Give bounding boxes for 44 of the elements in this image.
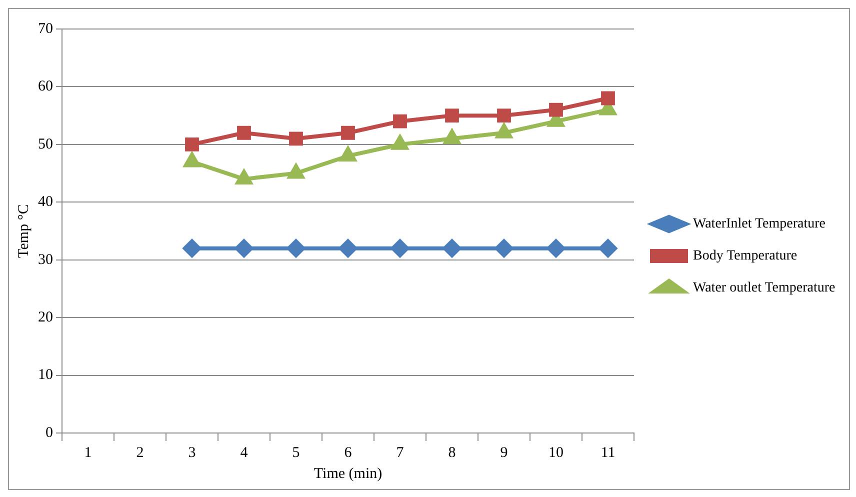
y-tick-label: 0 [46,424,53,441]
point [287,239,305,258]
point [391,239,409,258]
point [393,114,407,128]
point [549,102,563,117]
x-tick-label: 10 [548,444,564,461]
point [237,126,251,140]
point [185,137,199,152]
point [183,239,201,258]
x-tick-label: 11 [600,444,616,461]
x-tick-label: 2 [136,444,144,461]
y-tick-label: 40 [38,194,53,210]
point [599,239,617,258]
legend-label: Body Temperature [693,248,798,264]
y-axis-title: Temp °C [16,204,32,258]
x-axis-title: Time (min) [314,466,382,482]
x-tick-label: 1 [84,444,92,461]
x-tick-label: 6 [344,444,352,461]
x-tick-label: 7 [396,444,404,461]
y-tick-label: 30 [38,252,53,268]
x-tick-label: 8 [448,444,456,461]
point [497,108,511,123]
y-tick-label: 10 [38,367,53,384]
point [495,239,513,258]
point [547,239,565,258]
x-tick-label: 4 [240,444,248,461]
y-tick-label: 20 [38,310,53,326]
y-tick-label: 70 [38,20,53,37]
point [341,126,355,140]
legend-label: WaterInlet Temperature [693,216,826,232]
x-tick-label: 3 [188,444,196,461]
point [601,91,615,106]
point [235,239,253,258]
point [339,239,357,258]
point [443,239,461,258]
x-tick-label: 9 [500,444,508,461]
legend-label: Water outlet Temperature [693,280,836,296]
point [444,130,460,144]
y-tick-label: 60 [38,78,53,95]
point [236,170,252,185]
y-tick-label: 50 [38,136,53,152]
point [445,108,459,123]
x-tick-label: 5 [292,444,300,461]
point [289,132,303,146]
